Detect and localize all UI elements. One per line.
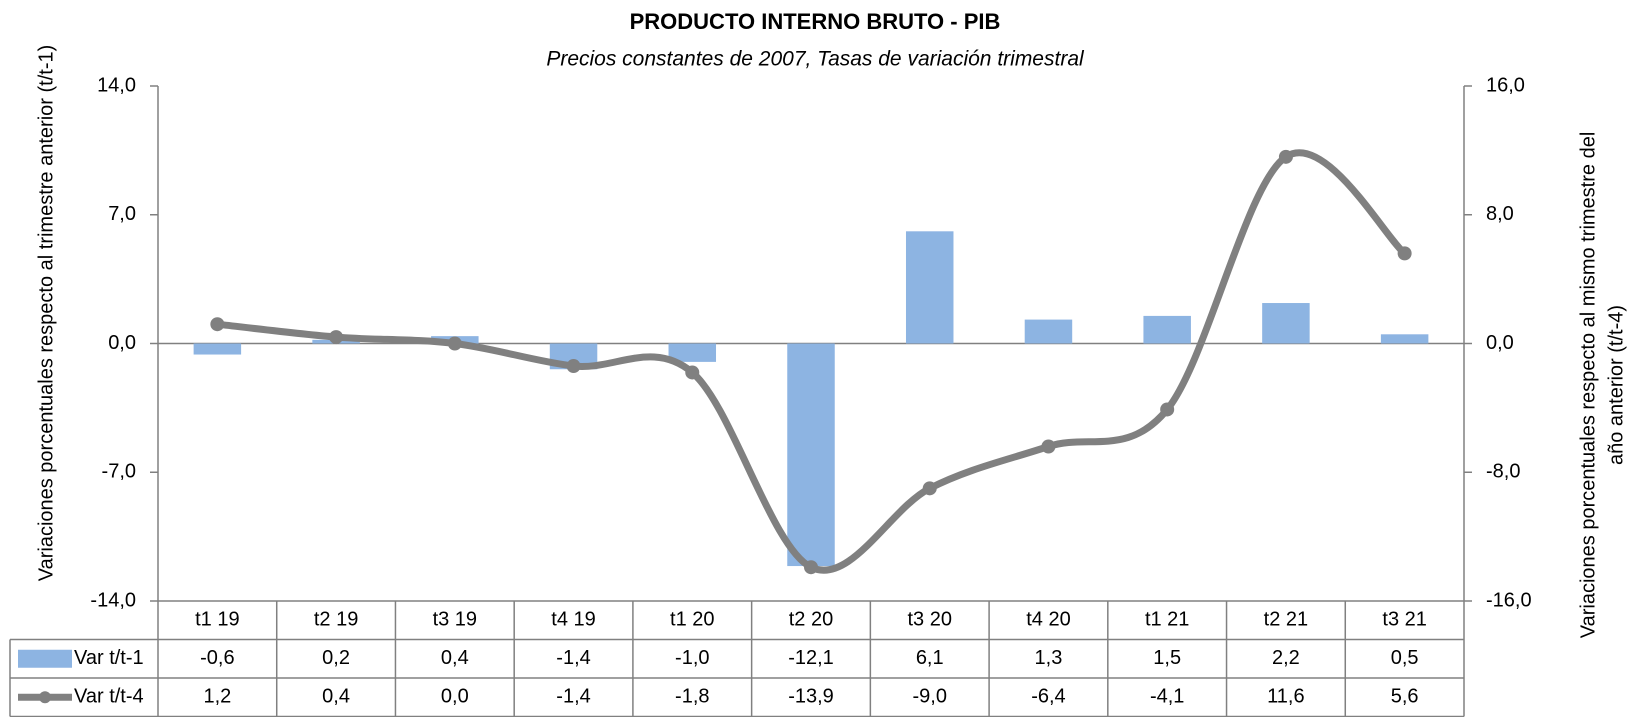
table-value: 1,2 [203,686,231,708]
x-tick-label: t1 20 [670,609,714,631]
line-marker [1041,439,1056,454]
table-value: -6,4 [1031,686,1065,708]
y-tick-label: 0,0 [108,332,136,354]
y-tick-label: -7,0 [102,461,136,483]
table-value: -4,1 [1150,686,1184,708]
table-value: -1,4 [556,647,590,669]
x-tick-label: t3 20 [907,609,951,631]
table-value: -0,6 [200,647,234,669]
bar [1262,303,1310,344]
x-tick-label: t3 19 [433,609,477,631]
x-tick-label: t2 20 [789,609,833,631]
table-value: 0,2 [322,647,350,669]
x-tick-label: t4 20 [1026,609,1070,631]
legend-marker [39,691,51,704]
legend-label: Var t/t-1 [74,647,144,669]
line-marker [1397,246,1412,261]
line-marker [1278,149,1293,164]
bar [787,343,835,567]
table-value: -1,8 [675,686,709,708]
bar [193,343,242,355]
x-tick-label: t1 21 [1145,609,1189,631]
y-tick-label: -14,0 [90,589,136,611]
table-value: -9,0 [912,686,946,708]
y2-tick-label: -16,0 [1486,589,1532,611]
x-tick-label: t2 21 [1264,609,1308,631]
table-value: 0,4 [322,686,350,708]
y2-tick-label: -8,0 [1486,461,1520,483]
table-value: 0,4 [441,647,469,669]
line-marker [922,481,937,496]
bar [1380,334,1429,344]
line-marker [1160,402,1175,417]
x-tick-label: t2 19 [314,609,358,631]
chart-subtitle: Precios constantes de 2007, Tasas de var… [546,48,1085,71]
table-value: 5,6 [1391,686,1419,708]
chart-title: PRODUCTO INTERNO BRUTO - PIB [630,9,1001,34]
table-value: -1,4 [556,686,590,708]
table-value: 0,0 [441,686,469,708]
bar [1024,319,1073,344]
line-marker [447,336,462,351]
x-tick-label: t3 21 [1382,609,1426,631]
table-value: -13,9 [788,686,834,708]
y2-axis-label: año anterior (t/t-4) [1605,305,1627,465]
y-tick-label: 14,0 [97,74,136,96]
bar [905,231,954,344]
y2-axis-label: Variaciones porcentuales respecto al mis… [1577,132,1599,639]
bar [668,343,717,362]
y2-tick-label: 0,0 [1486,332,1514,354]
y2-tick-label: 16,0 [1486,74,1525,96]
line-marker [566,359,581,374]
table-value: 6,1 [916,647,944,669]
legend-swatch [18,649,72,668]
x-tick-label: t1 19 [195,609,239,631]
table-value: -12,1 [788,647,834,669]
table-value: 1,3 [1035,647,1063,669]
x-tick-label: t4 19 [551,609,595,631]
y2-tick-label: 8,0 [1486,203,1514,225]
bar [1143,315,1191,344]
y-tick-label: 7,0 [108,203,136,225]
table-value: 11,6 [1267,686,1304,708]
legend-label: Var t/t-4 [74,686,144,708]
line-marker [329,330,344,345]
table-value: 2,2 [1272,647,1300,669]
line-marker [804,560,818,575]
line-marker [685,365,700,380]
line-marker [210,317,225,332]
table-value: -1,0 [675,647,709,669]
table-value: 1,5 [1153,647,1181,669]
table-value: 0,5 [1391,647,1419,669]
y-axis-label: Variaciones porcentuales respecto al tri… [35,45,57,582]
